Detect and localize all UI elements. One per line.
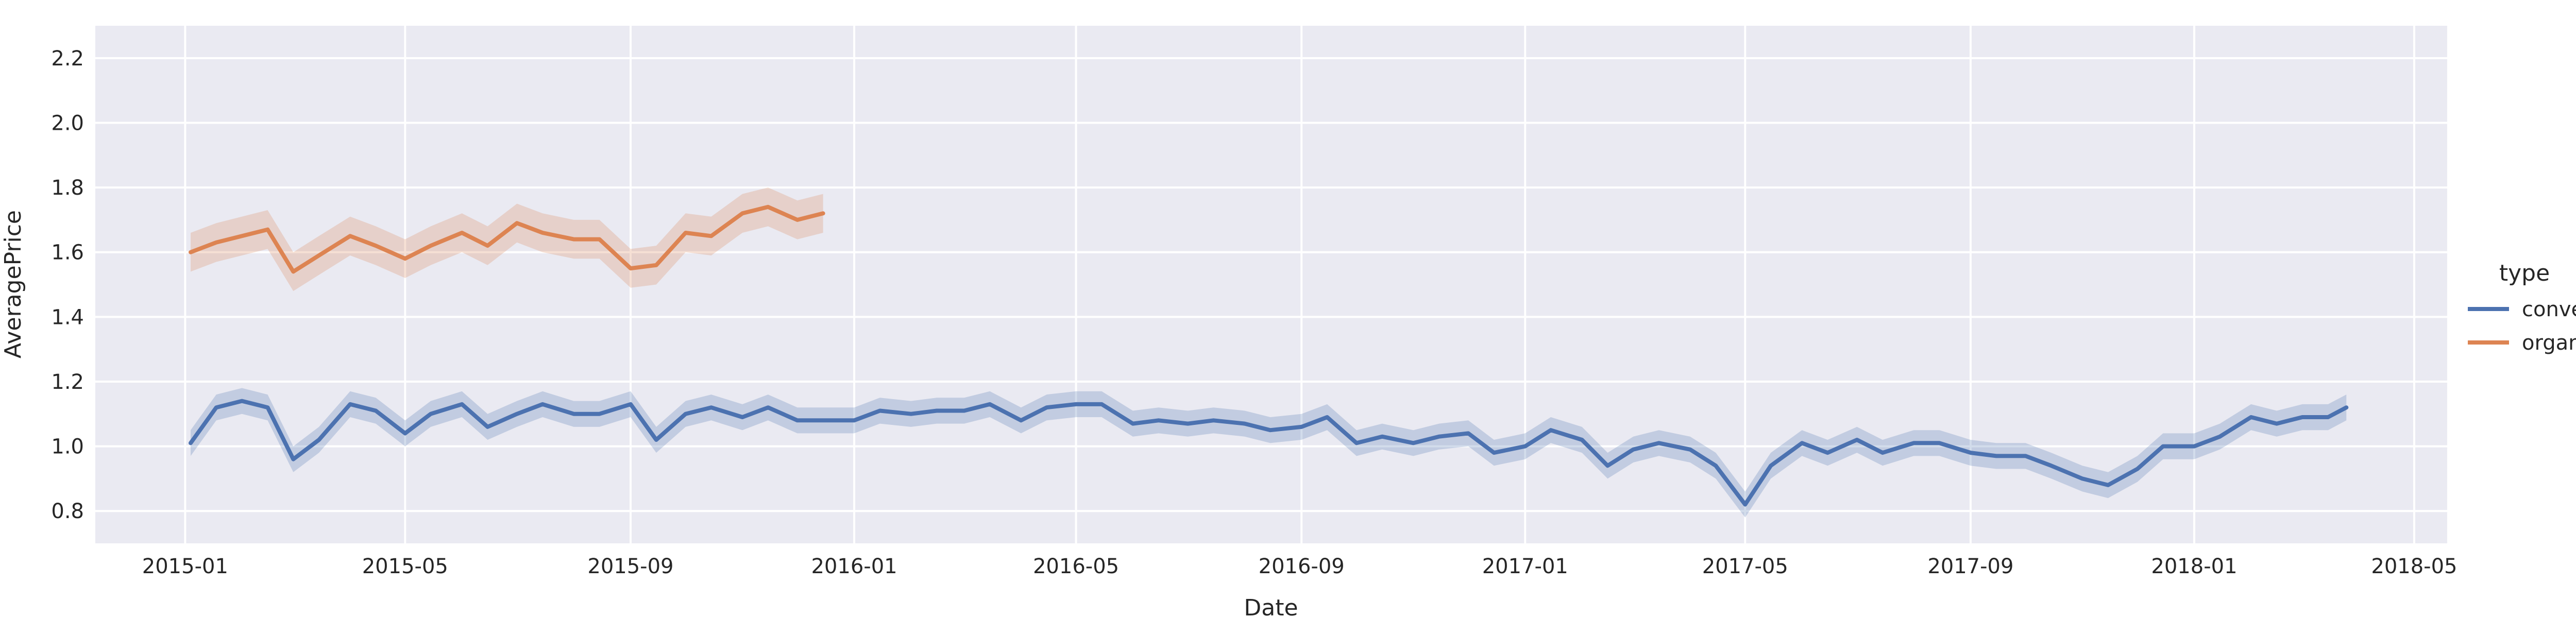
x-tick-label: 2018-01 [2151, 555, 2237, 578]
x-tick-label: 2015-05 [362, 555, 448, 578]
y-tick-label: 1.6 [51, 241, 84, 265]
confidence-bands [191, 187, 2347, 518]
y-axis-label: AveragePrice [0, 210, 26, 358]
x-tick-label: 2017-01 [1482, 555, 1568, 578]
x-axis: 2015-01 2015-05 2015-09 2016-01 2016-05 2016-… [142, 555, 2458, 578]
legend-label-organic: organic [2522, 331, 2576, 355]
y-tick-label: 1.0 [51, 435, 84, 459]
x-tick-label: 2018-05 [2371, 555, 2457, 578]
y-tick-label: 0.8 [51, 500, 84, 523]
x-tick-label: 2017-09 [1927, 555, 2013, 578]
x-axis-label: Date [1244, 595, 1298, 618]
x-tick-label: 2016-05 [1033, 555, 1119, 578]
y-tick-label: 2.0 [51, 111, 84, 135]
grid-lines [95, 26, 2447, 543]
y-tick-label: 1.2 [51, 370, 84, 394]
x-tick-label: 2017-05 [1702, 555, 1788, 578]
series-line-conventional [189, 399, 2349, 507]
x-tick-label: 2015-01 [142, 555, 228, 578]
plot-background [95, 26, 2447, 543]
y-axis: 0.8 1.0 1.2 1.4 1.6 1.8 2.0 2.2 [51, 47, 84, 523]
legend-label-conventional: conventional [2522, 298, 2576, 321]
legend-items: conventional organic [2468, 298, 2576, 355]
ci-band-organic [191, 187, 823, 291]
ci-band-conventional [191, 388, 2347, 518]
series-lines [189, 204, 2349, 507]
x-tick-label: 2015-09 [587, 555, 673, 578]
y-tick-label: 1.8 [51, 176, 84, 200]
y-tick-label: 2.2 [51, 47, 84, 71]
y-tick-label: 1.4 [51, 305, 84, 329]
legend: type conventional organic [2468, 260, 2576, 355]
x-tick-label: 2016-01 [811, 555, 897, 578]
series-line-organic [189, 204, 825, 274]
x-tick-label: 2016-09 [1259, 555, 1345, 578]
legend-title: type [2499, 260, 2550, 286]
